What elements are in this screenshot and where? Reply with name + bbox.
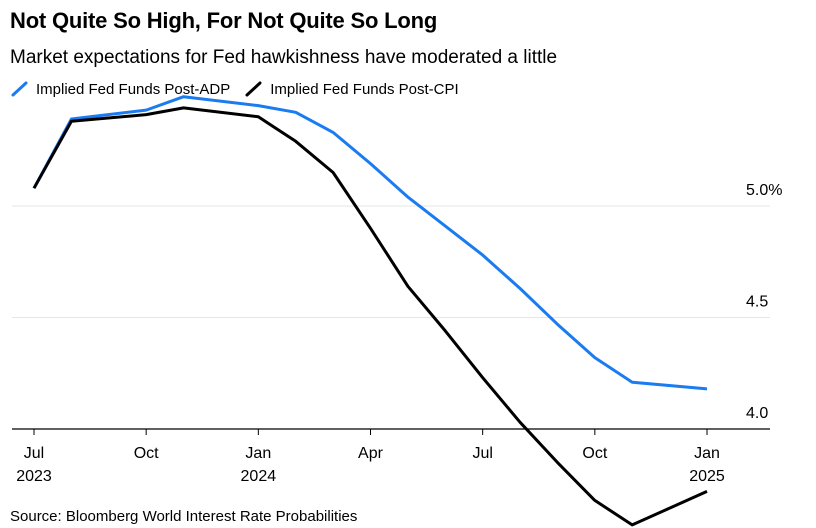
x-tick-year-label: 2025 xyxy=(689,468,725,485)
legend-label-post-cpi: Implied Fed Funds Post-CPI xyxy=(270,80,459,98)
x-tick-label: Jul xyxy=(472,445,492,462)
x-tick-label: Oct xyxy=(134,445,159,462)
y-tick-label: 4.0 xyxy=(746,405,768,422)
x-tick-label: Apr xyxy=(358,445,384,462)
x-tick-year-label: 2023 xyxy=(16,468,52,485)
x-tick-label: Jul xyxy=(24,445,44,462)
x-tick-label: Jan xyxy=(694,445,720,462)
series-line-post-adp xyxy=(32,95,708,391)
series-line-post-cpi xyxy=(32,106,708,527)
x-tick-label: Jan xyxy=(245,445,271,462)
legend-swatch-post-cpi xyxy=(245,81,262,97)
x-tick-label: Oct xyxy=(582,445,607,462)
legend-label-post-adp: Implied Fed Funds Post-ADP xyxy=(36,80,231,98)
source-note: Source: Bloomberg World Interest Rate Pr… xyxy=(10,508,358,525)
chart-title: Not Quite So High, For Not Quite So Long xyxy=(10,8,438,33)
legend-item-post-adp: Implied Fed Funds Post-ADP xyxy=(10,80,230,98)
legend-item-post-cpi: Implied Fed Funds Post-CPI xyxy=(244,80,459,98)
y-tick-label: 5.0% xyxy=(746,182,782,199)
chart-subtitle: Market expectations for Fed hawkishness … xyxy=(10,47,558,68)
x-tick-year-label: 2024 xyxy=(241,468,277,485)
y-tick-label: 4.5 xyxy=(746,294,768,311)
legend-swatch-post-adp xyxy=(11,81,28,97)
chart-legend: Implied Fed Funds Post-ADP Implied Fed F… xyxy=(10,80,473,98)
